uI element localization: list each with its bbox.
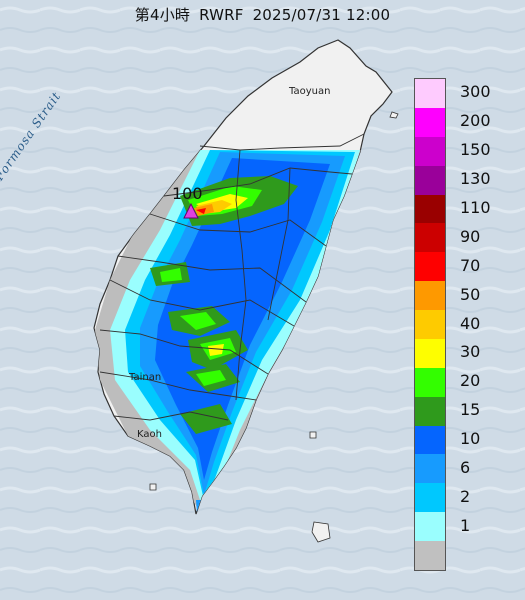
- legend-swatch-200: [415, 107, 445, 138]
- legend-swatch-2: [415, 483, 445, 513]
- liuqiu-island: [149, 483, 157, 491]
- legend-swatch-40: [415, 310, 445, 340]
- rainfall-layer: [95, 150, 370, 514]
- legend-label: 70: [460, 255, 481, 275]
- city-label-central: Tainan: [129, 372, 162, 383]
- city-label-south: Kaoh: [137, 429, 162, 440]
- forecast-datetime: 2025/07/31 12:00: [252, 6, 391, 24]
- legend-label: 200: [460, 111, 491, 131]
- legend-label: 150: [460, 140, 491, 160]
- max-rain-marker-icon: [183, 202, 199, 219]
- legend-swatch-110: [415, 194, 445, 224]
- legend-label: 15: [460, 400, 481, 420]
- legend-swatch-6: [415, 454, 445, 484]
- legend-swatch-15: [415, 396, 445, 427]
- forecast-hour: 第4小時: [134, 6, 191, 24]
- legend-label: 130: [460, 169, 491, 189]
- rain-70mm-area: [196, 208, 206, 214]
- green-island: [309, 431, 317, 439]
- legend-swatch-10: [415, 425, 445, 455]
- legend-label: 300: [460, 82, 491, 102]
- legend-label: 20: [460, 371, 481, 391]
- legend-swatch-90: [415, 223, 445, 253]
- legend-label: 90: [460, 226, 481, 246]
- legend-swatch-70: [415, 252, 445, 282]
- legend-label: 30: [460, 342, 481, 362]
- legend-label: 40: [460, 313, 481, 333]
- legend-swatch-150: [415, 136, 445, 167]
- legend-label: 110: [460, 197, 491, 217]
- legend-swatch-30: [415, 338, 445, 369]
- guishan-island: [389, 111, 399, 119]
- legend-label: 2: [460, 486, 471, 506]
- max-rain-value: 100: [172, 184, 203, 203]
- legend-label: 1: [460, 515, 471, 535]
- legend-swatch-300: [415, 79, 445, 109]
- rain-10mm-area: [155, 158, 330, 480]
- legend-label: 6: [460, 457, 471, 477]
- legend-swatch-130: [415, 165, 445, 196]
- legend-swatch-50: [415, 281, 445, 311]
- orchid-island: [311, 521, 331, 543]
- map-title: 第4小時 RWRF 2025/07/31 12:00: [0, 4, 525, 25]
- legend-label: 50: [460, 284, 481, 304]
- legend-swatch-1: [415, 512, 445, 542]
- legend-swatch-20: [415, 367, 445, 398]
- legend-color-bar: [414, 78, 446, 571]
- legend-swatch-none: [415, 541, 445, 571]
- county-borders: [99, 133, 365, 421]
- city-label-north: Taoyuan: [289, 86, 331, 97]
- legend-label: 10: [460, 429, 481, 449]
- model-name: RWRF: [199, 6, 244, 24]
- rain-15mm-band-central: [150, 262, 248, 434]
